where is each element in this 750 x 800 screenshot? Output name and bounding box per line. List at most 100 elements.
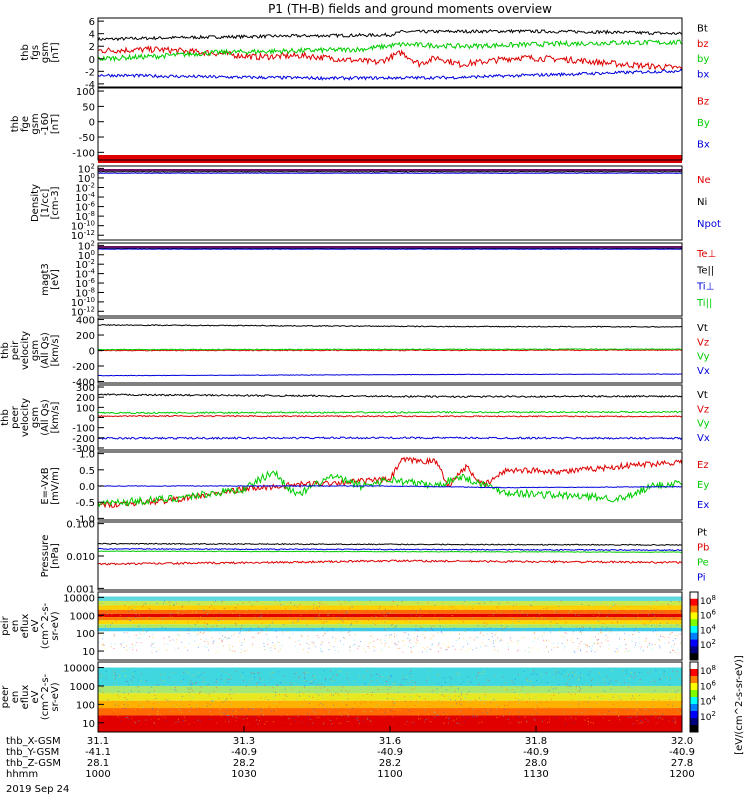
- heatmap-speckle: [397, 648, 399, 650]
- heatmap-speckle: [630, 672, 632, 674]
- heatmap-speckle: [258, 672, 260, 674]
- heatmap-speckle: [394, 702, 396, 704]
- heatmap-speckle: [344, 601, 346, 603]
- heatmap-speckle: [270, 650, 272, 652]
- heatmap-speckle: [161, 620, 163, 622]
- heatmap-speckle: [212, 700, 214, 702]
- heatmap-speckle: [541, 636, 543, 638]
- heatmap-speckle: [183, 671, 185, 673]
- heatmap-speckle: [464, 631, 466, 633]
- heatmap-speckle: [136, 722, 138, 724]
- heatmap-speckle: [620, 706, 622, 708]
- heatmap-speckle: [458, 637, 460, 639]
- heatmap-speckle: [411, 711, 413, 713]
- heatmap-speckle: [184, 646, 186, 648]
- heatmap-speckle: [171, 615, 173, 617]
- heatmap-speckle: [129, 619, 131, 621]
- heatmap-speckle: [544, 640, 546, 642]
- heatmap-speckle: [349, 675, 351, 677]
- heatmap-speckle: [313, 608, 315, 610]
- heatmap-speckle: [636, 675, 638, 677]
- heatmap-speckle: [138, 625, 140, 627]
- heatmap-speckle: [497, 605, 499, 607]
- heatmap-speckle: [308, 702, 310, 704]
- heatmap-speckle: [175, 690, 177, 692]
- heatmap-speckle: [462, 646, 464, 648]
- heatmap-speckle: [450, 620, 452, 622]
- heatmap-speckle: [457, 722, 459, 724]
- heatmap-speckle: [158, 718, 160, 720]
- y-axis-label: magt3 [eV]: [40, 263, 61, 296]
- heatmap-speckle: [431, 644, 433, 646]
- heatmap-speckle: [590, 721, 592, 723]
- y-axis-label-line: velocity: [20, 398, 31, 437]
- heatmap-speckle: [243, 620, 245, 622]
- colorbar-cell: [690, 653, 698, 661]
- heatmap-speckle: [297, 716, 299, 718]
- heatmap-speckle: [115, 681, 117, 683]
- heatmap-speckle: [172, 639, 174, 641]
- heatmap-speckle: [514, 610, 516, 612]
- heatmap-speckle: [676, 671, 678, 673]
- heatmap-speckle: [611, 622, 613, 624]
- heatmap-speckle: [371, 710, 373, 712]
- heatmap-speckle: [538, 636, 540, 638]
- heatmap-speckle: [197, 676, 199, 678]
- heatmap-speckle: [157, 684, 159, 686]
- heatmap-speckle: [111, 613, 113, 615]
- heatmap-speckle: [597, 696, 599, 698]
- heatmap-speckle: [625, 707, 627, 709]
- heatmap-speckle: [113, 707, 115, 709]
- heatmap-speckle: [442, 629, 444, 631]
- heatmap-speckle: [429, 625, 431, 627]
- heatmap-speckle: [384, 711, 386, 713]
- colorbar-tick-label: 108: [700, 594, 716, 607]
- heatmap-speckle: [506, 625, 508, 627]
- heatmap-speckle: [288, 637, 290, 639]
- heatmap-speckle: [199, 719, 201, 721]
- heatmap-speckle: [332, 707, 334, 709]
- heatmap-speckle: [483, 602, 485, 604]
- heatmap-speckle: [415, 628, 417, 630]
- heatmap-speckle: [486, 712, 488, 714]
- heatmap-speckle: [127, 719, 129, 721]
- heatmap-speckle: [488, 686, 490, 688]
- heatmap-speckle: [613, 703, 615, 705]
- heatmap-speckle: [655, 611, 657, 613]
- heatmap-speckle: [595, 636, 597, 638]
- heatmap-speckle: [295, 672, 297, 674]
- heatmap-speckle: [360, 689, 362, 691]
- heatmap-speckle: [230, 635, 232, 637]
- heatmap-speckle: [421, 602, 423, 604]
- heatmap-speckle: [218, 649, 220, 651]
- y-tick-label: 2: [89, 42, 95, 53]
- heatmap-speckle: [516, 650, 518, 652]
- heatmap-speckle: [263, 645, 265, 647]
- heatmap-speckle: [173, 705, 175, 707]
- heatmap-speckle: [396, 709, 398, 711]
- heatmap-speckle: [146, 680, 148, 682]
- heatmap-speckle: [550, 698, 552, 700]
- heatmap-speckle: [453, 627, 455, 629]
- heatmap-speckle: [128, 684, 130, 686]
- heatmap-speckle: [245, 631, 247, 633]
- heatmap-speckle: [174, 689, 176, 691]
- heatmap-speckle: [192, 690, 194, 692]
- legend-entry: Pi: [697, 573, 706, 584]
- heatmap-speckle: [431, 637, 433, 639]
- heatmap-speckle: [638, 637, 640, 639]
- heatmap-speckle: [199, 691, 201, 693]
- heatmap-speckle: [420, 714, 422, 716]
- x-axis-row-label: thb_Z-GSM: [6, 758, 61, 769]
- heatmap-speckle: [296, 692, 298, 694]
- heatmap-speckle: [550, 698, 552, 700]
- heatmap-speckle: [224, 682, 226, 684]
- heatmap-speckle: [452, 606, 454, 608]
- heatmap-speckle: [377, 708, 379, 710]
- heatmap-speckle: [455, 699, 457, 701]
- heatmap-speckle: [610, 607, 612, 609]
- heatmap-speckle: [568, 708, 570, 710]
- heatmap-speckle: [196, 682, 198, 684]
- heatmap-speckle: [128, 693, 130, 695]
